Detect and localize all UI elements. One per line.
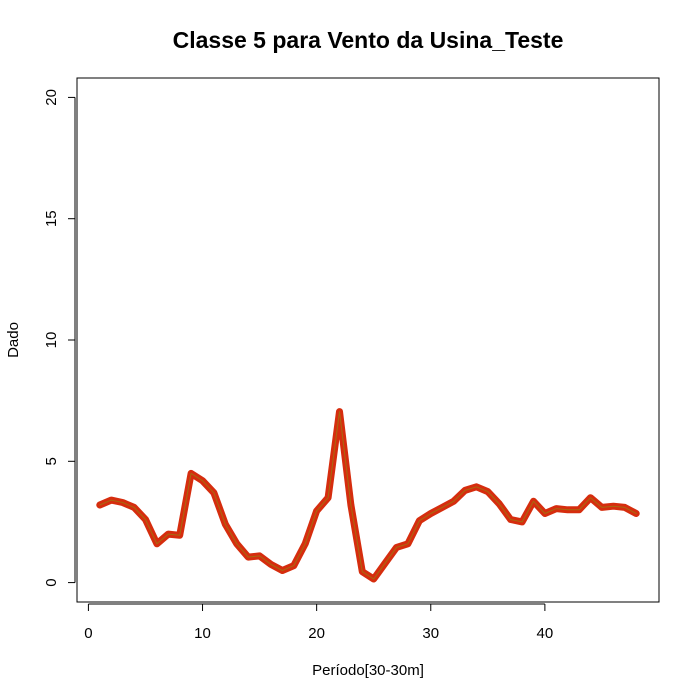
y-tick-label: 5 [43, 457, 60, 465]
plot-frame [76, 77, 660, 603]
y-tick-label: 10 [43, 332, 60, 349]
x-tick-label: 30 [422, 625, 439, 642]
y-axis-label: Dado [5, 322, 22, 358]
x-tick-label: 20 [308, 625, 325, 642]
series-layer [96, 408, 640, 583]
y-tick-label: 15 [43, 210, 60, 227]
y-axis: 0 5 10 15 20 [43, 89, 76, 587]
series-line [96, 408, 640, 583]
chart-title: Classe 5 para Vento da Usina_Teste [173, 27, 564, 53]
x-tick-label: 10 [194, 625, 211, 642]
y-tick-label: 20 [43, 89, 60, 106]
x-tick-label: 40 [537, 625, 554, 642]
series-line-core [99, 411, 637, 580]
x-axis: 0 10 20 30 40 [84, 603, 554, 642]
y-tick-label: 0 [43, 578, 60, 586]
x-axis-label: Período[30-30m] [312, 662, 424, 679]
x-tick-label: 0 [84, 625, 92, 642]
